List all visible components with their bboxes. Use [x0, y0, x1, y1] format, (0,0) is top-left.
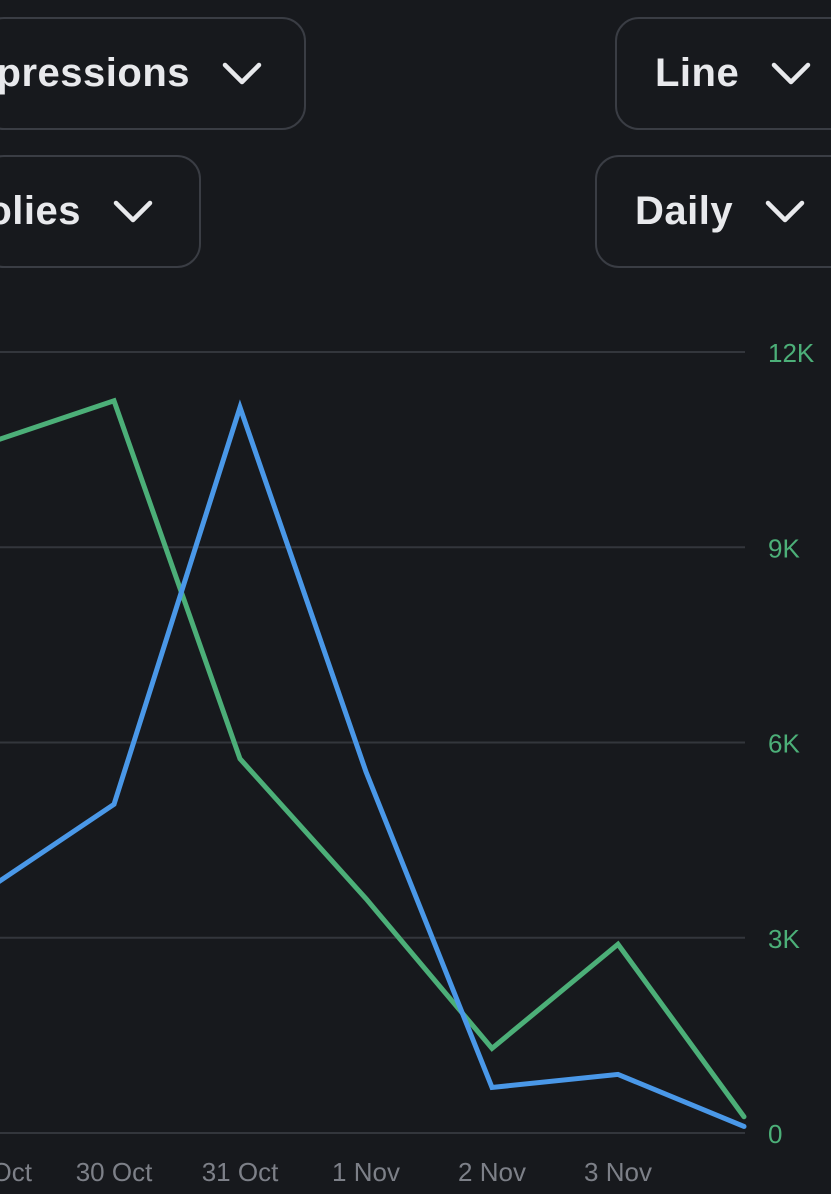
y-axis-ticks: 0 3K 6K 9K 12K [768, 338, 815, 1149]
x-tick-label: 1 Nov [332, 1157, 400, 1187]
x-tick-label: 2 Nov [458, 1157, 526, 1187]
x-axis-ticks: Oct 30 Oct 31 Oct 1 Nov 2 Nov 3 Nov [0, 1157, 652, 1187]
chart-type-label: Line [655, 51, 740, 95]
interval-label: Daily [635, 189, 734, 233]
interval-dropdown[interactable]: Daily [595, 155, 831, 268]
y-tick-label: 3K [768, 924, 800, 954]
primary-metric-label: pressions [0, 51, 190, 95]
x-tick-label: 31 Oct [202, 1157, 279, 1187]
chart-series [0, 397, 747, 1129]
secondary-metric-dropdown[interactable]: olies [0, 155, 201, 268]
chevron-down-icon [113, 200, 153, 222]
chevron-down-icon [771, 62, 811, 84]
y-tick-label: 12K [768, 338, 815, 368]
primary-metric-dropdown[interactable]: pressions [0, 17, 306, 130]
chart-grid [0, 351, 745, 1134]
y-tick-label: 0 [768, 1119, 782, 1149]
y-tick-label: 6K [768, 729, 800, 759]
secondary-metric-label: olies [0, 189, 81, 233]
y-tick-label: 9K [768, 533, 800, 563]
chevron-down-icon [765, 200, 805, 222]
chart-type-dropdown[interactable]: Line [615, 17, 831, 130]
x-tick-label: Oct [0, 1157, 33, 1187]
series-line-blue [0, 399, 747, 1129]
x-tick-label: 3 Nov [584, 1157, 652, 1187]
series-line-green [0, 397, 747, 1120]
chevron-down-icon [222, 62, 262, 84]
x-tick-label: 30 Oct [76, 1157, 153, 1187]
